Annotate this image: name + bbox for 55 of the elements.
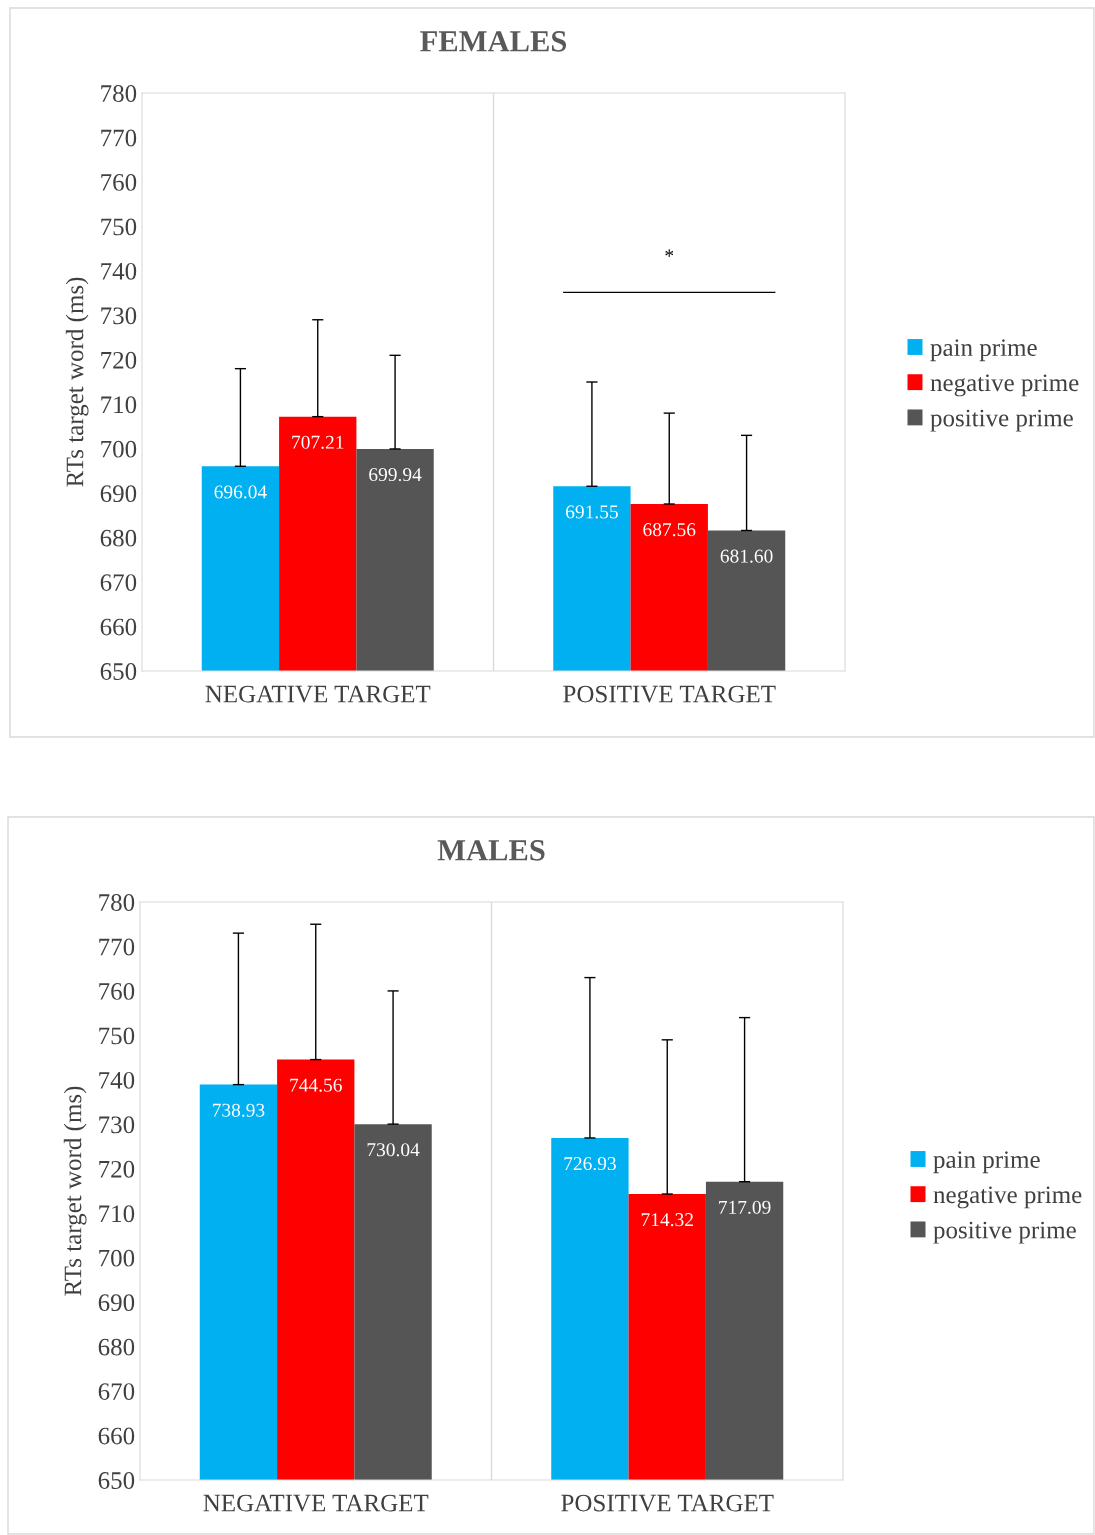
x-tick-label: POSITIVE TARGET — [561, 1494, 774, 1512]
y-tick-label: 680 — [100, 529, 137, 547]
legend-label: negative prime — [933, 1186, 1082, 1209]
y-tick-label: 680 — [98, 1338, 135, 1356]
data-label: 730.04 — [367, 1143, 420, 1157]
data-label: 696.04 — [214, 485, 267, 499]
y-tick-label: 780 — [101, 85, 137, 102]
y-tick-label: 710 — [101, 396, 137, 414]
legend-label: positive prime — [933, 1221, 1076, 1244]
chart-title: MALES — [437, 840, 545, 861]
legend-label: positive prime — [930, 409, 1073, 432]
y-tick-label: 780 — [99, 894, 135, 911]
y-tick-label: 660 — [98, 1427, 135, 1445]
data-label: 707.21 — [292, 435, 344, 449]
y-tick-label: 670 — [98, 1383, 135, 1400]
y-tick-label: 770 — [99, 938, 135, 956]
legend-label: pain prime — [930, 339, 1037, 362]
y-tick-label: 650 — [100, 663, 137, 680]
y-tick-label: 720 — [99, 1160, 135, 1178]
data-label: 691.55 — [566, 505, 618, 519]
data-label: 714.32 — [641, 1213, 693, 1227]
y-tick-label: 660 — [100, 618, 137, 636]
data-label: 726.93 — [564, 1157, 616, 1171]
y-tick-label: 700 — [99, 1249, 135, 1267]
y-tick-label: 750 — [101, 218, 137, 236]
y-axis-title: RTs target word (ms) — [63, 1086, 87, 1296]
data-label: 699.94 — [369, 468, 422, 482]
y-tick-label: 770 — [101, 129, 137, 147]
y-tick-label: 740 — [99, 1071, 135, 1089]
legend-label: negative prime — [930, 374, 1079, 397]
data-label: 687.56 — [643, 523, 696, 537]
data-label: 744.56 — [290, 1078, 342, 1092]
y-tick-label: 740 — [101, 262, 137, 280]
chart-title: FEMALES — [420, 31, 567, 52]
annotation: * — [665, 249, 674, 257]
y-tick-label: 650 — [98, 1472, 135, 1489]
data-label: 681.60 — [720, 549, 773, 563]
y-tick-label: 710 — [99, 1205, 135, 1223]
y-tick-label: 720 — [101, 351, 137, 369]
y-axis-title: RTs target word (ms) — [65, 277, 89, 487]
y-tick-label: 670 — [100, 574, 137, 591]
x-tick-label: NEGATIVE TARGET — [203, 1494, 429, 1512]
y-tick-label: 700 — [101, 440, 137, 458]
data-label: 717.09 — [719, 1200, 771, 1214]
y-tick-label: 730 — [101, 307, 137, 325]
y-tick-label: 760 — [101, 173, 137, 191]
x-tick-label: POSITIVE TARGET — [563, 685, 776, 703]
y-tick-label: 730 — [99, 1116, 135, 1134]
y-tick-label: 760 — [99, 982, 135, 1000]
legend-label: pain prime — [933, 1151, 1040, 1174]
y-tick-label: 690 — [98, 1294, 135, 1312]
y-tick-label: 690 — [100, 485, 137, 503]
x-tick-label: NEGATIVE TARGET — [205, 685, 431, 703]
y-tick-label: 750 — [99, 1027, 135, 1045]
data-label: 738.93 — [212, 1103, 265, 1117]
